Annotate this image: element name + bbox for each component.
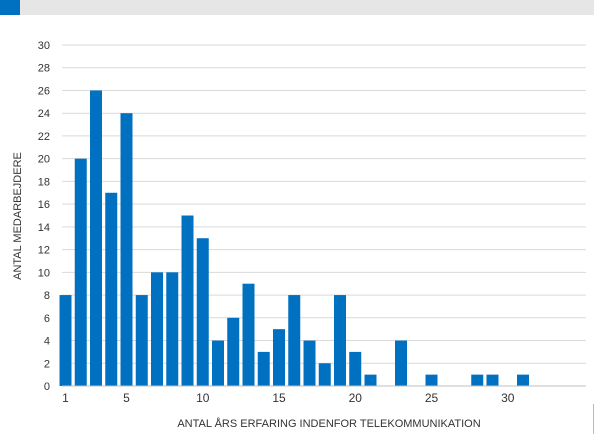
bar <box>90 90 102 386</box>
y-tick-label: 30 <box>38 40 50 52</box>
y-tick-label: 24 <box>38 108 50 120</box>
bar <box>471 374 484 386</box>
x-tick-label: 25 <box>425 391 439 405</box>
bar <box>395 340 407 386</box>
x-tick-label: 30 <box>501 391 515 405</box>
bar <box>196 238 209 386</box>
bar <box>288 295 301 386</box>
bar <box>349 351 362 386</box>
y-tick-label: 2 <box>44 358 50 370</box>
bar <box>425 374 438 386</box>
bar <box>120 113 133 386</box>
y-tick-label: 0 <box>44 381 50 393</box>
header-bar <box>0 0 594 15</box>
bar <box>334 295 346 386</box>
bar <box>212 340 224 386</box>
bar <box>257 351 270 386</box>
x-tick-label: 20 <box>349 391 363 405</box>
bar <box>166 272 179 386</box>
y-tick-label: 18 <box>38 176 50 188</box>
bar <box>74 158 87 386</box>
bar <box>517 374 529 386</box>
y-tick-label: 8 <box>44 290 50 302</box>
x-tick-label: 1 <box>62 391 69 405</box>
x-axis-title: ANTAL ÅRS ERFARING INDENFOR TELEKOMMUNIK… <box>177 417 480 430</box>
x-tick-label: 15 <box>272 391 286 405</box>
bar <box>227 317 240 386</box>
bar <box>364 374 377 386</box>
y-tick-label: 4 <box>44 336 50 348</box>
y-tick-label: 16 <box>38 199 50 211</box>
bar <box>318 363 331 386</box>
bar <box>135 295 148 386</box>
y-tick-label: 22 <box>38 131 50 143</box>
y-tick-label: 12 <box>38 245 50 257</box>
x-tick-label: 5 <box>123 391 130 405</box>
bar <box>151 272 163 386</box>
header-accent <box>0 0 20 15</box>
y-tick-label: 20 <box>38 154 50 166</box>
bar <box>105 192 118 386</box>
y-tick-label: 6 <box>44 313 50 325</box>
y-tick-label: 28 <box>38 63 50 75</box>
bar <box>181 215 194 386</box>
x-tick-label: 10 <box>196 391 210 405</box>
y-tick-label: 26 <box>38 85 50 97</box>
bar <box>273 329 285 386</box>
bar <box>303 340 316 386</box>
bar <box>486 374 499 386</box>
y-tick-label: 10 <box>38 267 50 279</box>
bar <box>59 295 72 386</box>
y-tick-label: 14 <box>38 222 50 234</box>
bar <box>242 283 255 386</box>
y-axis-title: ANTAL MEDARBEJDERE <box>12 152 24 280</box>
